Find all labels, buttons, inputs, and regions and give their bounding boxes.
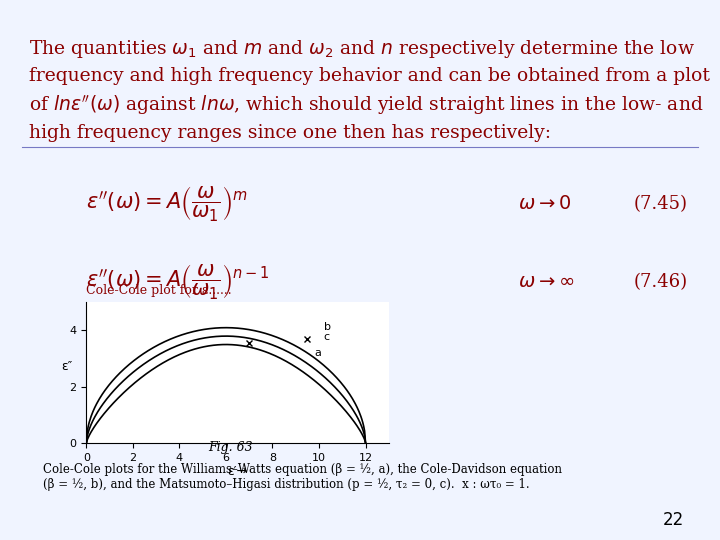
Text: (7.45): (7.45) bbox=[634, 194, 688, 213]
Text: $\omega \rightarrow 0$: $\omega \rightarrow 0$ bbox=[518, 194, 572, 213]
Text: The quantities $\omega_1$ and $m$ and $\omega_2$ and $n$ respectively determine : The quantities $\omega_1$ and $m$ and $\… bbox=[29, 38, 710, 143]
Text: Cole-Cole plot for ε......: Cole-Cole plot for ε...... bbox=[86, 284, 232, 298]
Text: a: a bbox=[315, 348, 321, 358]
Text: $\varepsilon''(\omega) = A\left(\dfrac{\omega}{\omega_1}\right)^{m}$: $\varepsilon''(\omega) = A\left(\dfrac{\… bbox=[86, 184, 248, 223]
Text: Fig. 63: Fig. 63 bbox=[208, 441, 253, 454]
Text: $\varepsilon''(\omega) = A\left(\dfrac{\omega}{\omega_1}\right)^{n-1}$: $\varepsilon''(\omega) = A\left(\dfrac{\… bbox=[86, 262, 270, 301]
Text: (7.46): (7.46) bbox=[634, 273, 688, 291]
Text: b: b bbox=[324, 322, 330, 333]
Y-axis label: ε″: ε″ bbox=[61, 360, 73, 373]
Text: $\omega \rightarrow \infty$: $\omega \rightarrow \infty$ bbox=[518, 273, 575, 291]
Text: c: c bbox=[324, 332, 330, 342]
Text: Cole-Cole plots for the Williams–Watts equation (β = ½, a), the Cole-Davidson eq: Cole-Cole plots for the Williams–Watts e… bbox=[43, 463, 562, 491]
X-axis label: ε′→: ε′→ bbox=[228, 465, 248, 478]
Text: 22: 22 bbox=[662, 511, 684, 529]
